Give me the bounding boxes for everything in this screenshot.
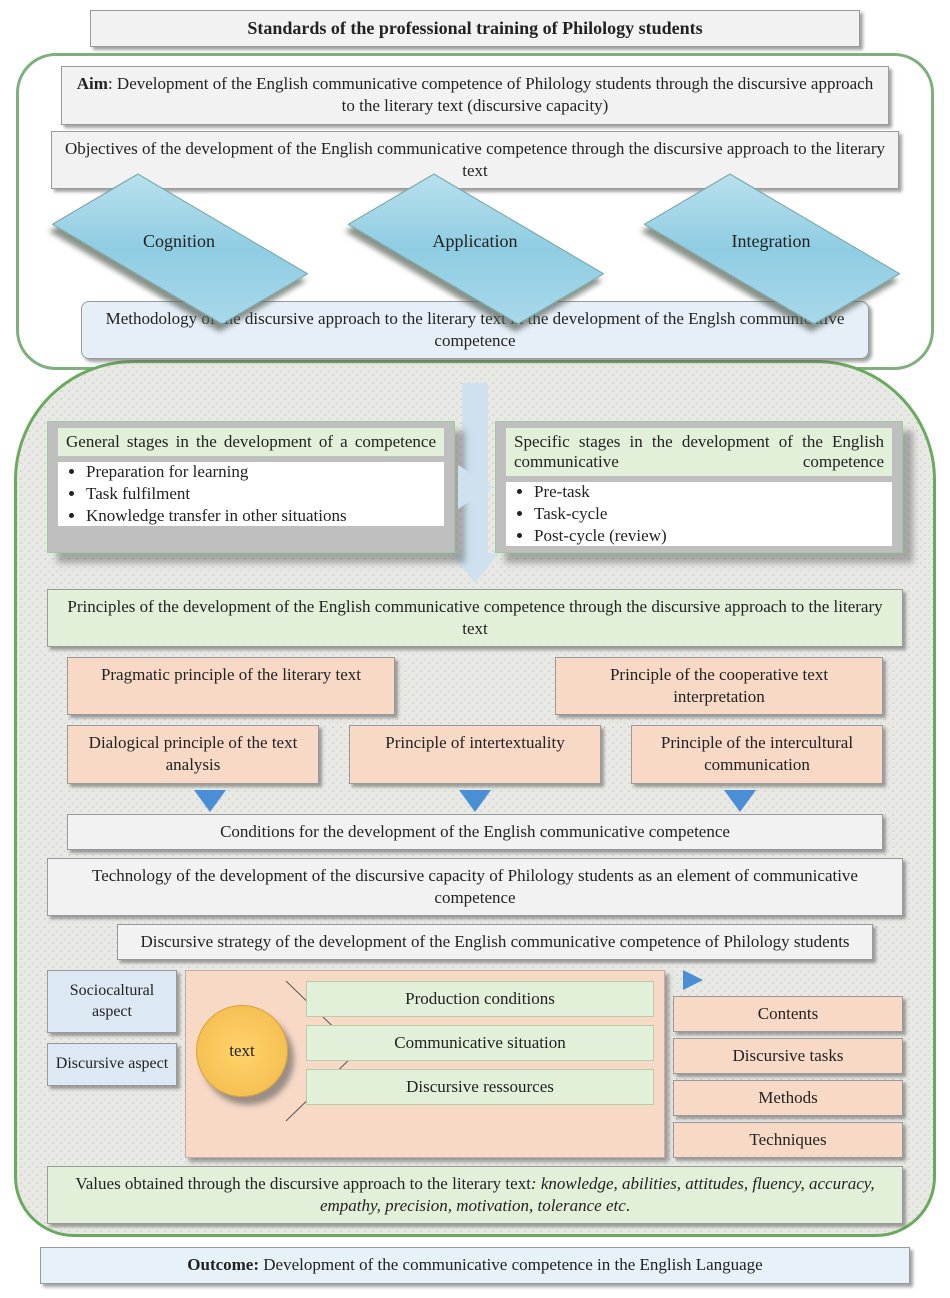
list-item: Pre-task xyxy=(534,482,892,502)
principle-box: Principle of intertextuality xyxy=(349,725,601,783)
list-item: Task-cycle xyxy=(534,504,892,524)
list-item: Task fulfilment xyxy=(86,484,444,504)
outcome-row: Outcome: Development of the communicativ… xyxy=(40,1247,910,1283)
diamond-integration: Integration xyxy=(671,203,871,291)
general-stages: General stages in the development of a c… xyxy=(47,421,455,553)
arrow-down-icon xyxy=(724,790,756,812)
title-banner: Standards of the professional training o… xyxy=(90,10,860,47)
middle-block: text Production conditions Communicative… xyxy=(185,970,665,1158)
arrow-down-icon xyxy=(451,553,499,583)
arrows-row xyxy=(77,786,873,810)
objectives-box: Objectives of the development of the Eng… xyxy=(51,131,899,189)
specific-stages-list: Pre-task Task-cycle Post-cycle (review) xyxy=(506,482,892,546)
mid-item: Discursive ressources xyxy=(306,1069,654,1105)
outcome-text: Development of the communicative compete… xyxy=(259,1255,763,1274)
specific-stages-head: Specific stages in the development of th… xyxy=(506,428,892,476)
principles-bottom-row: Dialogical principle of the text analysi… xyxy=(67,725,883,783)
diamond-cognition: Cognition xyxy=(79,203,279,291)
mid-item: Production conditions xyxy=(306,981,654,1017)
right-item: Discursive tasks xyxy=(673,1038,903,1074)
scroll-frame: Aim: Development of the English communic… xyxy=(16,53,934,370)
main-frame: General stages in the development of a c… xyxy=(14,360,936,1238)
arrow-down-icon xyxy=(459,790,491,812)
general-stages-head: General stages in the development of a c… xyxy=(58,428,444,456)
arrow-right-icon xyxy=(458,465,492,509)
diamond-label: Integration xyxy=(671,231,871,252)
arrow-right-icon xyxy=(683,970,703,990)
right-item: Techniques xyxy=(673,1122,903,1158)
strategy-box: Discursive strategy of the development o… xyxy=(117,924,873,960)
outcome-box: Outcome: Development of the communicativ… xyxy=(40,1247,910,1283)
conditions-box: Conditions for the development of the En… xyxy=(67,814,883,850)
strategy-area: Sociocaltural aspect Discursive aspect t… xyxy=(47,970,903,1158)
principle-box: Dialogical principle of the text analysi… xyxy=(67,725,319,783)
arrow-down-icon xyxy=(194,790,226,812)
mid-item: Communicative situation xyxy=(306,1025,654,1061)
principle-box: Principle of the intercultural communica… xyxy=(631,725,883,783)
principles-head: Principles of the development of the Eng… xyxy=(47,589,903,647)
mid-items: Production conditions Communicative situ… xyxy=(306,981,654,1105)
right-col: Contents Discursive tasks Methods Techni… xyxy=(673,970,903,1158)
principle-box: Principle of the cooperative text interp… xyxy=(555,657,883,715)
general-stages-list: Preparation for learning Task fulfilment… xyxy=(58,462,444,526)
list-item: Preparation for learning xyxy=(86,462,444,482)
aim-box: Aim: Development of the English communic… xyxy=(61,66,889,124)
aim-label: Aim xyxy=(77,74,108,93)
diamond-label: Cognition xyxy=(79,231,279,252)
right-item: Methods xyxy=(673,1080,903,1116)
principles-top-row: Pragmatic principle of the literary text… xyxy=(67,657,883,715)
list-item: Post-cycle (review) xyxy=(534,526,892,546)
aspects-col: Sociocaltural aspect Discursive aspect xyxy=(47,970,177,1158)
technology-box: Technology of the development of the dis… xyxy=(47,858,903,916)
diamonds-row: Cognition Application Integration xyxy=(31,203,919,291)
diamond-application: Application xyxy=(375,203,575,291)
diamond-label: Application xyxy=(375,231,575,252)
specific-stages: Specific stages in the development of th… xyxy=(495,421,903,553)
right-item: Contents xyxy=(673,996,903,1032)
stages-row: General stages in the development of a c… xyxy=(47,421,903,553)
values-a: Values obtained through the discursive a… xyxy=(75,1174,531,1193)
aspect-box: Discursive aspect xyxy=(47,1043,177,1086)
text-circle: text xyxy=(196,1005,288,1097)
values-box: Values obtained through the discursive a… xyxy=(47,1166,903,1224)
list-item: Knowledge transfer in other situations xyxy=(86,506,444,526)
aspect-box: Sociocaltural aspect xyxy=(47,970,177,1034)
outcome-label: Outcome: xyxy=(187,1255,259,1274)
aim-text: : Development of the English communicati… xyxy=(108,74,873,115)
principle-box: Pragmatic principle of the literary text xyxy=(67,657,395,715)
